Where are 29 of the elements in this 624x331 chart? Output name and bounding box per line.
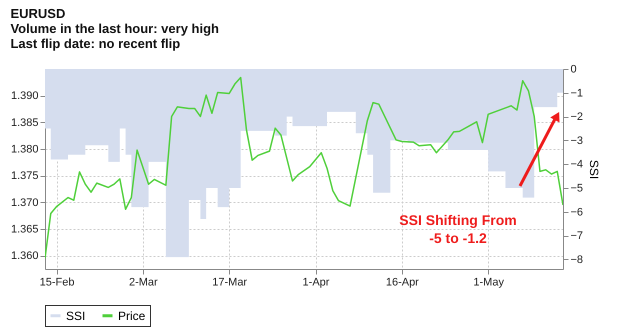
y-tick-label: 1.385 xyxy=(10,116,38,129)
text: Last flip date: no recent flip xyxy=(10,36,180,51)
x-tick-label: 2-Mar xyxy=(128,276,158,288)
y2-tick-label: −1 xyxy=(570,87,584,100)
y2-tick-label: −8 xyxy=(570,254,584,266)
y-tick-label: 1.390 xyxy=(10,90,38,102)
chart-title: EURUSD xyxy=(10,6,66,21)
y2-tick-label: −6 xyxy=(570,206,584,218)
legend-label: Price xyxy=(118,308,146,323)
y2-tick-label: −5 xyxy=(570,182,584,195)
y-tick-label: 1.375 xyxy=(10,170,38,182)
text: Volume in the last hour: very high xyxy=(10,21,219,36)
y-tick-label: 1.365 xyxy=(10,224,38,236)
y2-tick-label: −4 xyxy=(570,158,584,171)
x-tick-label: 16-Apr xyxy=(386,276,420,288)
y2-tick-label: −3 xyxy=(570,134,584,147)
y2-tick-label: −2 xyxy=(570,111,584,124)
y2-tick-label: 0 xyxy=(570,64,577,76)
x-tick-label: 1-May xyxy=(473,276,504,288)
annotation: SSI Shifting From -5 to -1.2 xyxy=(399,212,517,246)
y-tick-label: 1.380 xyxy=(10,144,38,156)
x-tick-label: 17-Mar xyxy=(212,276,248,288)
legend-label: SSI xyxy=(66,308,86,323)
y-tick-label: 1.370 xyxy=(10,196,38,209)
y-tick-label: 1.360 xyxy=(10,250,38,262)
y2-axis-title: SSI xyxy=(587,160,602,180)
y2-tick-label: −7 xyxy=(570,230,584,242)
x-tick-label: 15-Feb xyxy=(40,276,74,288)
x-tick-label: 1-Apr xyxy=(302,276,330,288)
